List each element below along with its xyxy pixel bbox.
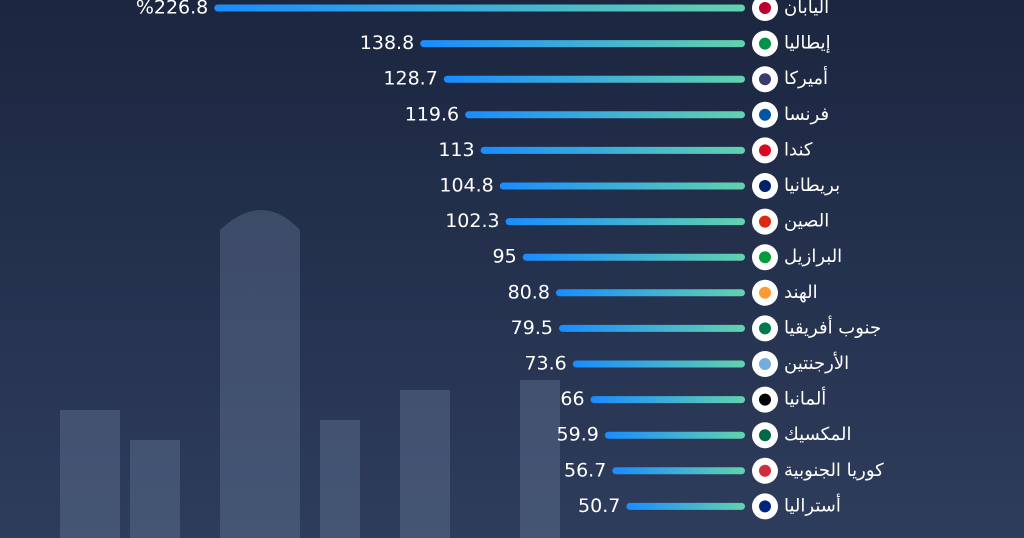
category-label: جنوب أفريقيا (784, 315, 881, 338)
category-label: فرنسا (784, 104, 829, 125)
value-label: 138.8 (360, 32, 414, 54)
bar (420, 40, 745, 48)
bar (499, 182, 745, 190)
category-label: أستراليا (784, 493, 841, 516)
bar (443, 75, 745, 83)
flag-center (759, 251, 771, 264)
value-label: %226.8 (136, 0, 208, 19)
category-label: المكسيك (784, 424, 852, 445)
bar (626, 502, 745, 510)
category-label: ألمانيا (784, 387, 826, 410)
category-label: البرازيل (784, 246, 842, 267)
category-label: كندا (784, 139, 813, 160)
flag-center (759, 322, 771, 335)
category-label: إيطاليا (784, 33, 831, 54)
flag-center (759, 500, 771, 513)
category-label: الصين (784, 211, 829, 232)
flag-center (759, 37, 771, 50)
category-label: أميركا (784, 66, 828, 89)
category-label: بريطانيا (784, 175, 840, 196)
value-label: 128.7 (383, 68, 437, 90)
bar (572, 360, 745, 368)
bar (214, 4, 746, 12)
value-label: 113 (438, 139, 474, 161)
category-label: كوريا الجنوبية (784, 460, 884, 481)
value-label: 66 (560, 388, 584, 410)
flag-center (759, 215, 771, 228)
bar (590, 396, 745, 404)
bar (558, 324, 745, 332)
value-label: 104.8 (439, 175, 493, 197)
category-label: اليابان (784, 0, 829, 18)
value-label: 56.7 (564, 459, 606, 481)
flag-center (759, 108, 771, 121)
flag-center (759, 393, 771, 406)
value-label: 95 (493, 246, 517, 268)
flag-center (759, 286, 771, 299)
bar (522, 253, 745, 261)
skyline (60, 210, 560, 538)
value-label: 73.6 (524, 353, 566, 375)
value-label: 102.3 (445, 210, 499, 232)
bar (555, 289, 745, 297)
value-label: 119.6 (405, 103, 459, 125)
flag-center (759, 73, 771, 86)
value-label: 79.5 (511, 317, 553, 339)
flag-center (759, 358, 771, 370)
value-label: 59.9 (557, 424, 599, 446)
flag-center (759, 464, 771, 477)
bar (612, 467, 745, 475)
category-label: الهند (784, 282, 818, 303)
flag-center (759, 144, 771, 157)
bar (505, 218, 745, 226)
value-label: 50.7 (578, 495, 620, 517)
category-label: الأرجنتين (784, 352, 849, 374)
bar (604, 431, 745, 439)
flag-center (759, 180, 771, 192)
value-label: 80.8 (508, 281, 550, 303)
bar (465, 111, 745, 119)
bar (480, 146, 745, 154)
flag-center (759, 429, 771, 442)
flag-center (759, 2, 771, 14)
